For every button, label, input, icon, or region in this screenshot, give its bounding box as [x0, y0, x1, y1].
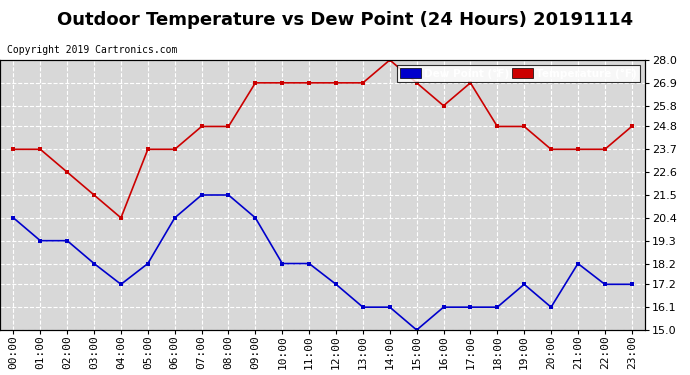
Text: Outdoor Temperature vs Dew Point (24 Hours) 20191114: Outdoor Temperature vs Dew Point (24 Hou… — [57, 11, 633, 29]
Text: Copyright 2019 Cartronics.com: Copyright 2019 Cartronics.com — [7, 45, 177, 55]
Legend: Dew Point (°F), Temperature (°F): Dew Point (°F), Temperature (°F) — [397, 65, 640, 82]
